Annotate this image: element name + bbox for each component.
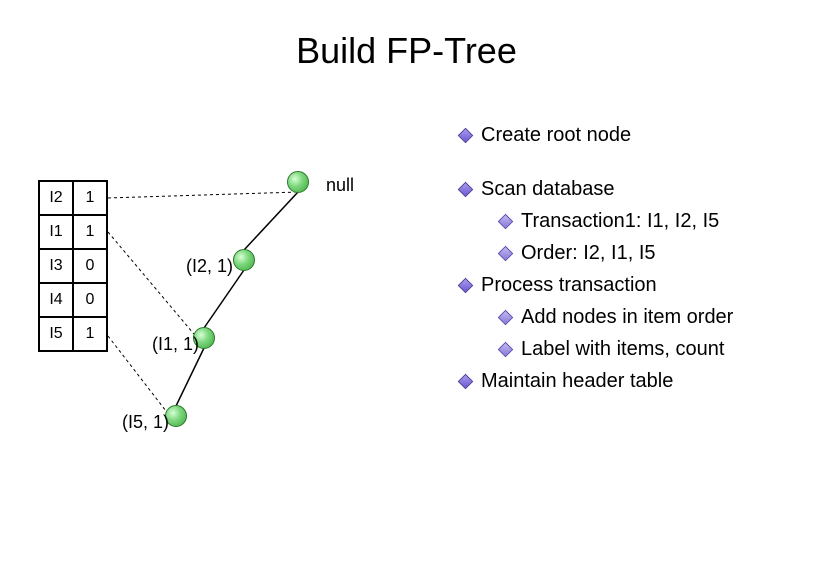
bullet-text: Process transaction bbox=[481, 270, 657, 300]
header-item-cell: I1 bbox=[39, 215, 73, 249]
header-count-cell: 0 bbox=[73, 283, 107, 317]
table-row: I21 bbox=[39, 181, 107, 215]
diamond-icon bbox=[458, 182, 474, 198]
bullet-text: Scan database bbox=[481, 174, 614, 204]
diamond-icon bbox=[498, 246, 514, 262]
tree-node-label-n2: (I2, 1) bbox=[186, 256, 233, 277]
table-row: I30 bbox=[39, 249, 107, 283]
header-count-cell: 1 bbox=[73, 181, 107, 215]
diamond-icon bbox=[498, 342, 514, 358]
tree-node-label-n1: (I1, 1) bbox=[152, 334, 199, 355]
diamond-icon bbox=[498, 214, 514, 230]
tree-node-label-n5: (I5, 1) bbox=[122, 412, 169, 433]
table-row: I40 bbox=[39, 283, 107, 317]
bullet-list: Create root node Scan databaseTransaction… bbox=[460, 120, 800, 398]
tree-node-n2 bbox=[233, 249, 255, 271]
bullet-item: Maintain header table bbox=[460, 366, 800, 396]
header-item-cell: I2 bbox=[39, 181, 73, 215]
content-area: I21I11I30I40I51 null(I2, 1)(I1, 1)(I5, 1… bbox=[0, 120, 813, 560]
bullet-text: Transaction1: I1, I2, I5 bbox=[521, 206, 719, 236]
bullet-item: Transaction1: I1, I2, I5 bbox=[460, 206, 800, 236]
diamond-icon bbox=[458, 374, 474, 390]
header-item-cell: I3 bbox=[39, 249, 73, 283]
bullet-text: Create root node bbox=[481, 120, 631, 150]
header-count-cell: 0 bbox=[73, 249, 107, 283]
bullet-text: Maintain header table bbox=[481, 366, 673, 396]
bullet-item: Scan database bbox=[460, 174, 800, 204]
bullet-item: Create root node bbox=[460, 120, 800, 150]
tree-node-label-root: null bbox=[326, 175, 354, 196]
header-count-cell: 1 bbox=[73, 215, 107, 249]
edge-n2-n1 bbox=[204, 270, 244, 328]
table-row: I51 bbox=[39, 317, 107, 351]
page-title: Build FP-Tree bbox=[0, 30, 813, 72]
tree-node-root bbox=[287, 171, 309, 193]
header-item-cell: I4 bbox=[39, 283, 73, 317]
edge-n1-n5 bbox=[176, 348, 204, 406]
header-item-cell: I5 bbox=[39, 317, 73, 351]
diamond-icon bbox=[498, 310, 514, 326]
bullet-text: Add nodes in item order bbox=[521, 302, 733, 332]
bullet-item: Process transaction bbox=[460, 270, 800, 300]
dashed-link-0 bbox=[108, 192, 298, 198]
bullet-item: Label with items, count bbox=[460, 334, 800, 364]
dashed-link-1 bbox=[108, 232, 204, 346]
bullet-item: Add nodes in item order bbox=[460, 302, 800, 332]
bullet-text: Label with items, count bbox=[521, 334, 724, 364]
header-count-cell: 1 bbox=[73, 317, 107, 351]
edge-root-n2 bbox=[244, 192, 298, 250]
diamond-icon bbox=[458, 128, 474, 144]
table-row: I11 bbox=[39, 215, 107, 249]
diamond-icon bbox=[458, 278, 474, 294]
header-table: I21I11I30I40I51 bbox=[38, 180, 108, 352]
bullet-text: Order: I2, I1, I5 bbox=[521, 238, 656, 268]
bullet-item: Order: I2, I1, I5 bbox=[460, 238, 800, 268]
